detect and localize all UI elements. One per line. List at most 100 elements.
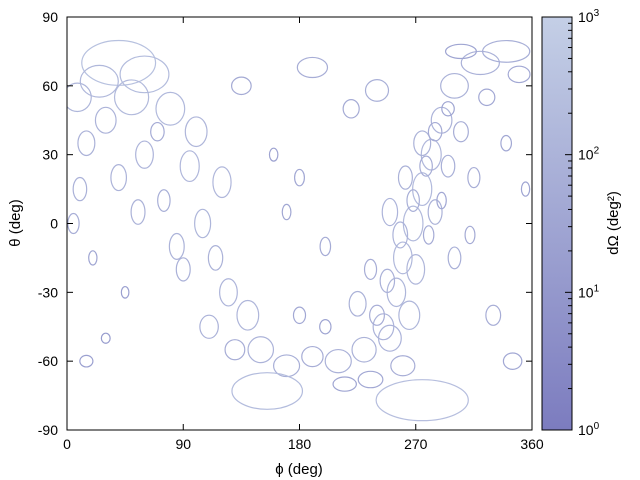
data-ellipse [94,106,117,134]
colorbar-tick-label: 102 [578,146,600,163]
data-ellipse [319,319,332,335]
data-ellipse [348,290,367,317]
data-ellipse [357,370,384,389]
data-ellipse [268,147,279,162]
data-ellipse [292,306,307,325]
data-ellipse [379,268,396,294]
data-ellipse [381,197,399,227]
x-tick-label: 90 [175,436,191,452]
data-ellipse [175,257,191,282]
data-ellipse [113,79,150,116]
data-ellipse [460,50,500,76]
data-ellipse [427,121,443,142]
data-ellipse [413,130,432,157]
data-ellipse [452,121,469,143]
data-ellipse [464,225,476,245]
data-ellipse [67,82,92,113]
data-ellipse [212,166,232,199]
data-ellipse [296,56,329,79]
data-ellipse [72,176,88,202]
data-ellipse [88,250,98,266]
colorbar-tick-label: 100 [578,421,600,438]
data-ellipse [440,72,469,99]
y-tick-label: -90 [38,422,58,438]
y-tick-label: 30 [42,147,58,163]
data-ellipse [392,241,413,275]
data-ellipse [324,348,352,374]
data-ellipse [79,64,119,98]
x-axis-label: ϕ (deg) [275,461,323,478]
data-ellipse [231,372,304,410]
y-axis-label: θ (deg) [7,199,24,247]
data-ellipse [375,379,469,422]
x-tick-label: 180 [288,436,312,452]
data-ellipse [502,352,523,370]
data-ellipse [406,254,426,285]
data-ellipse [294,168,306,187]
x-tick-label: 270 [404,436,428,452]
data-ellipse [77,130,96,157]
data-ellipse [120,285,130,299]
data-ellipse [441,101,455,117]
data-ellipse [507,65,531,84]
data-ellipse [150,121,165,142]
data-ellipse [194,208,212,239]
data-ellipse [135,140,154,169]
data-ellipse [482,39,531,63]
y-tick-label: 0 [50,216,58,232]
data-ellipse [236,299,260,331]
data-ellipse [369,304,385,326]
data-ellipse [351,336,377,363]
data-ellipse [224,339,246,361]
data-ellipse [444,43,477,60]
data-ellipse [398,300,421,331]
data-ellipse [319,236,332,257]
colorbar [541,16,573,431]
data-ellipse [436,191,447,210]
data-ellipse [467,166,481,189]
data-ellipse [301,345,324,368]
data-ellipse [419,155,433,177]
data-ellipse [157,189,171,212]
data-ellipse [155,91,186,126]
data-ellipse [230,76,252,96]
x-axis: 0 90 180 270 360 [63,17,544,452]
data-ellipse [119,55,170,94]
ellipse-layer [67,39,531,422]
data-ellipse [207,245,224,271]
data-ellipse [219,278,238,307]
data-ellipse [427,199,443,225]
data-ellipse [520,181,531,197]
data-ellipse [440,154,456,178]
data-ellipse [168,232,185,260]
data-ellipse [500,134,513,152]
data-ellipse [478,88,496,107]
data-ellipse [447,246,462,270]
y-axis: 90 60 30 0 -30 -60 -90 [38,9,532,438]
data-ellipse [79,354,94,368]
data-ellipse [364,78,390,102]
colorbar-tick-label: 101 [578,283,600,300]
data-ellipse [272,354,301,378]
data-ellipse [372,313,395,341]
data-ellipse [422,225,435,245]
data-ellipse [412,172,433,207]
colorbar-tick-label: 103 [578,8,600,25]
y-tick-label: -60 [38,353,58,369]
data-ellipse [247,336,275,364]
x-tick-label: 360 [520,436,544,452]
data-ellipse [377,324,402,352]
y-tick-label: -30 [38,284,58,300]
data-ellipse [281,203,292,221]
data-ellipse [332,376,357,392]
data-ellipse [342,99,360,119]
data-ellipse [485,304,502,326]
colorbar-axis: 103 102 101 100 [565,8,600,438]
data-ellipse [179,150,200,183]
data-ellipse [406,189,420,212]
data-ellipse [110,164,128,192]
data-ellipse [363,258,378,281]
x-tick-label: 0 [63,436,71,452]
data-ellipse [390,355,416,377]
